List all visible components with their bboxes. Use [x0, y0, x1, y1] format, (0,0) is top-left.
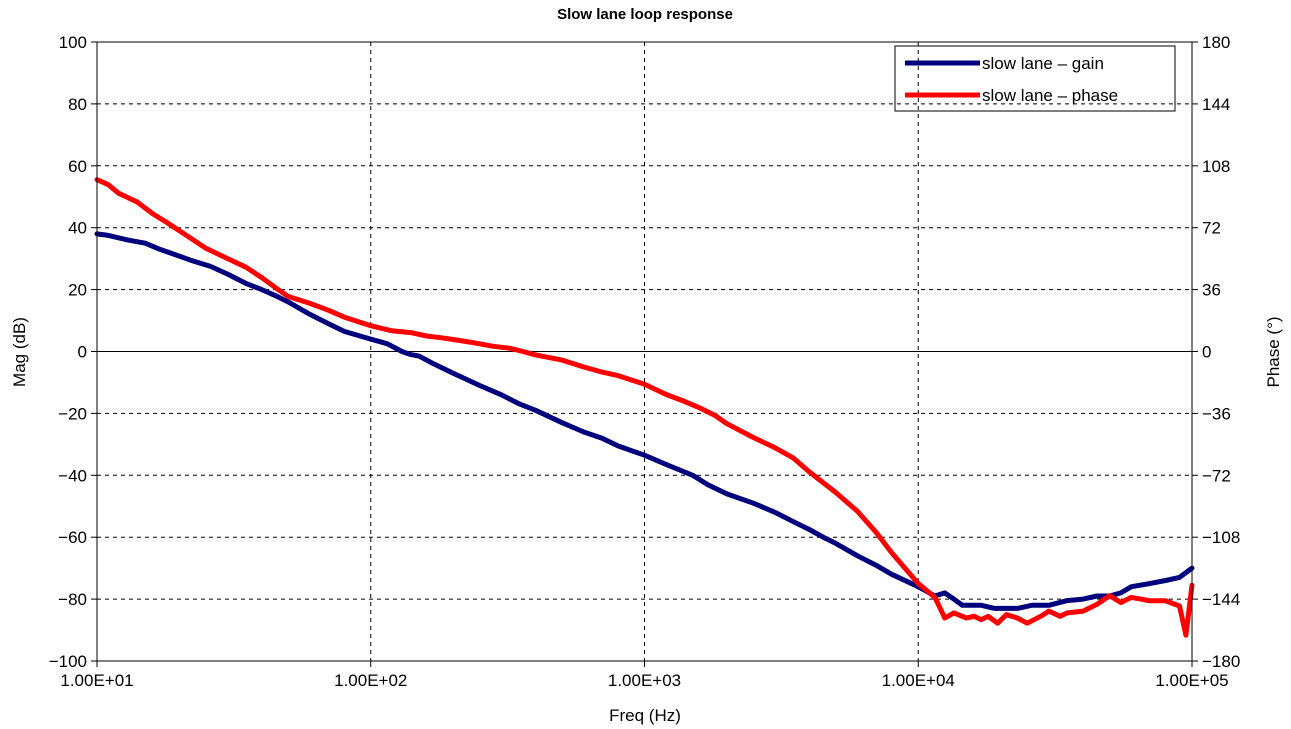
x-axis-label: Freq (Hz) — [609, 706, 681, 725]
x-tick-label: 1.00E+03 — [608, 671, 681, 690]
y2-tick-label: −72 — [1202, 466, 1231, 485]
legend: slow lane – gain slow lane – phase — [894, 45, 1176, 112]
y-tick-label: −100 — [49, 652, 87, 671]
y2-tick-label: 0 — [1202, 343, 1211, 362]
series-line-phase — [94, 177, 1195, 638]
series-line-gain — [94, 231, 1195, 611]
y-tick-label: 20 — [68, 281, 87, 300]
x-tick-label: 1.00E+04 — [882, 671, 955, 690]
y-tick-label: −80 — [58, 590, 87, 609]
y2-tick-label: 180 — [1202, 33, 1230, 52]
y2-tick-label: 144 — [1202, 95, 1230, 114]
legend-box — [894, 45, 1176, 112]
y-tick-label: 60 — [68, 157, 87, 176]
y-tick-label: 0 — [78, 343, 87, 362]
y-tick-label: −40 — [58, 466, 87, 485]
y2-tick-label: −144 — [1202, 590, 1240, 609]
series-layer — [94, 177, 1195, 638]
y2-tick-label: −108 — [1202, 528, 1240, 547]
y-tick-label: 40 — [68, 219, 87, 238]
y-axis-ticks: 100 80 60 40 20 0 −20 −40 −60 −80 −100 — [49, 33, 97, 671]
y-axis-label: Mag (dB) — [10, 317, 29, 387]
chart-title: Slow lane loop response — [557, 6, 733, 23]
y-tick-label: −60 — [58, 528, 87, 547]
y2-tick-label: 36 — [1202, 281, 1221, 300]
y-tick-label: 100 — [59, 33, 87, 52]
y2-tick-label: 72 — [1202, 219, 1221, 238]
y2-axis-label: Phase (°) — [1264, 316, 1283, 387]
legend-entry-gain: slow lane – gain — [982, 54, 1104, 73]
y2-tick-label: 108 — [1202, 157, 1230, 176]
x-tick-label: 1.00E+01 — [60, 671, 133, 690]
y-tick-label: −20 — [58, 404, 87, 423]
x-tick-label: 1.00E+02 — [334, 671, 407, 690]
y-tick-label: 80 — [68, 95, 87, 114]
legend-entry-phase: slow lane – phase — [982, 86, 1118, 105]
y2-tick-label: −36 — [1202, 404, 1231, 423]
grid-layer — [97, 42, 1192, 661]
y2-axis-ticks: 180 144 108 72 36 0 −36 −72 −108 −144 −180 — [1192, 33, 1240, 671]
y2-tick-label: −180 — [1202, 652, 1240, 671]
x-axis-ticks: 1.00E+01 1.00E+02 1.00E+03 1.00E+04 1.00E+05 — [60, 661, 1229, 690]
x-tick-label: 1.00E+05 — [1155, 671, 1228, 690]
